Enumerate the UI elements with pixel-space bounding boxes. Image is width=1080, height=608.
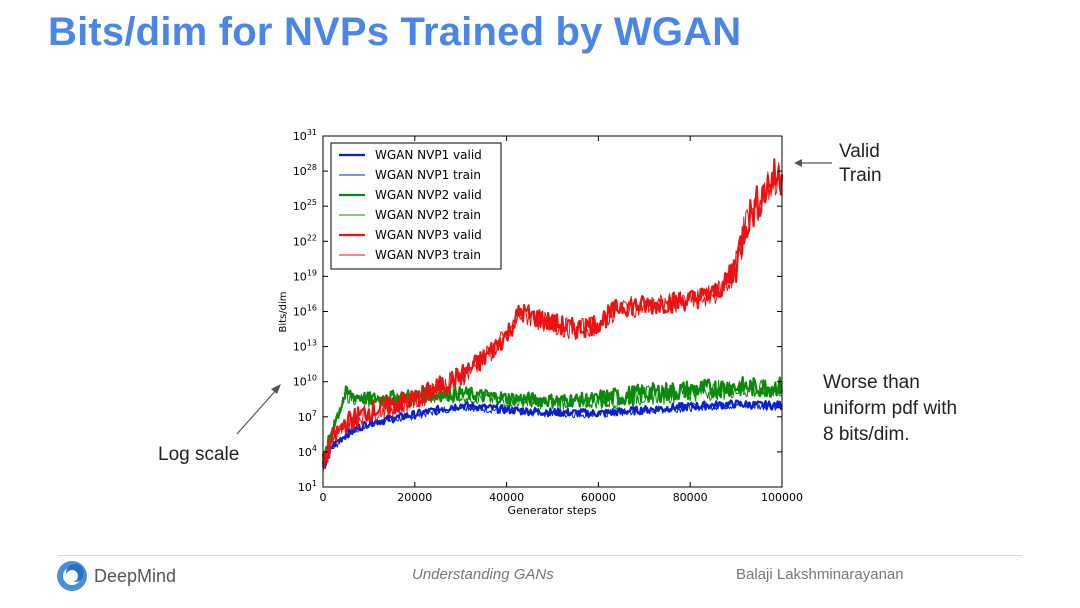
legend-label: WGAN NVP1 valid <box>375 148 482 162</box>
x-tick-label: 80000 <box>673 491 708 504</box>
annotation-worse-line-3: 8 bits/dim. <box>823 424 910 445</box>
y-tick-label: 1022 <box>293 233 317 248</box>
footer-talk-title: Understanding GANs <box>412 566 554 583</box>
y-tick-label: 1019 <box>293 268 317 283</box>
y-tick-label: 104 <box>298 444 317 459</box>
x-tick-label: 0 <box>320 491 327 504</box>
legend-label: WGAN NVP1 train <box>375 168 481 182</box>
y-axis-label: Bits/dim <box>278 291 289 332</box>
x-tick-label: 40000 <box>489 491 524 504</box>
y-tick-label: 1028 <box>293 163 317 178</box>
legend-label: WGAN NVP2 train <box>375 208 481 222</box>
footer-divider <box>58 555 1022 556</box>
y-tick-label: 1016 <box>293 304 317 319</box>
legend-label: WGAN NVP3 train <box>375 248 481 262</box>
y-tick-label: 101 <box>298 479 317 494</box>
x-tick-label: 60000 <box>581 491 616 504</box>
y-tick-label: 1013 <box>293 339 317 354</box>
legend-label: WGAN NVP2 valid <box>375 188 482 202</box>
annotation-worse-line-2: uniform pdf with <box>823 398 958 419</box>
valid-train-arrow <box>794 159 832 167</box>
y-tick-label: 1025 <box>293 198 317 213</box>
brand-name: DeepMind <box>94 566 177 586</box>
deepmind-logo-icon <box>57 561 87 591</box>
x-tick-label: 20000 <box>397 491 432 504</box>
annotation-valid-train: Valid Train <box>839 140 882 188</box>
legend-box <box>330 142 502 270</box>
legend-label: WGAN NVP3 valid <box>375 228 482 242</box>
series-line-5 <box>321 158 784 469</box>
annotation-valid: Valid <box>839 141 880 162</box>
y-tick-label: 1010 <box>293 374 317 389</box>
annotation-worse-line-1: Worse than <box>823 372 920 393</box>
y-tick-label: 1031 <box>293 128 317 143</box>
log-scale-arrow <box>236 384 281 435</box>
series-line-1 <box>321 399 783 468</box>
slide-title: Bits/dim for NVPs Trained by WGAN <box>48 10 742 54</box>
annotation-train: Train <box>839 165 882 186</box>
annotation-worse-than-uniform: Worse than uniform pdf with 8 bits/dim. <box>823 370 957 448</box>
footer-author: Balaji Lakshminarayanan <box>736 566 904 583</box>
x-tick-label: 100000 <box>761 491 803 504</box>
x-axis-label: Generator steps <box>508 504 597 517</box>
annotation-log-scale: Log scale <box>158 444 240 465</box>
y-tick-label: 107 <box>298 409 317 424</box>
